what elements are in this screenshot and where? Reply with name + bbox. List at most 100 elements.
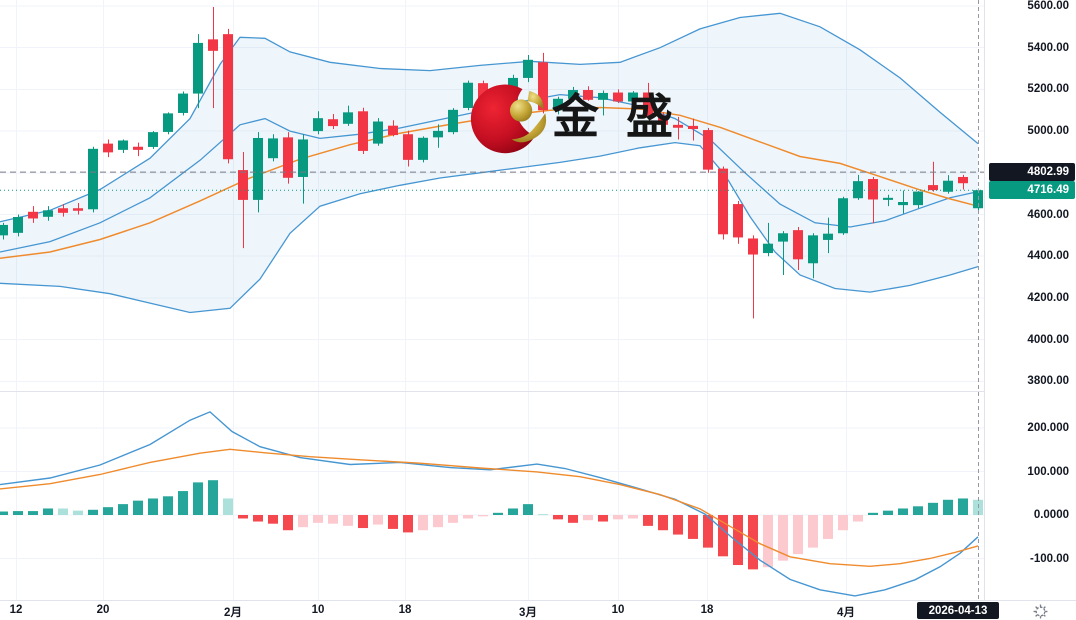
candle-body bbox=[568, 90, 578, 99]
candle-body bbox=[313, 118, 323, 132]
macd-histogram-bar bbox=[118, 504, 128, 515]
candle-body bbox=[928, 185, 938, 191]
macd-histogram-bar bbox=[0, 511, 8, 515]
candle-body bbox=[838, 198, 848, 234]
macd-histogram-bar bbox=[223, 498, 233, 515]
macd-histogram-bar bbox=[793, 515, 803, 555]
candle-body bbox=[253, 137, 263, 200]
macd-histogram-bar bbox=[898, 508, 908, 515]
chart-canvas[interactable] bbox=[0, 0, 984, 600]
candle-body bbox=[343, 112, 353, 124]
macd-histogram-bar bbox=[163, 496, 173, 515]
candle-body bbox=[58, 208, 68, 213]
price-axis[interactable]: 4802.99 4716.49 5600.00 5400.00 5200.00 500… bbox=[984, 0, 1076, 600]
candle-body bbox=[88, 148, 98, 210]
time-axis[interactable]: 2026-04-13 12 20 2月 10 18 3月 10 18 4月 bbox=[0, 600, 1076, 620]
macd-histogram-bar bbox=[838, 515, 848, 531]
macd-histogram-bar bbox=[73, 510, 83, 515]
candle-body bbox=[823, 233, 833, 240]
price-tick-label: 3800.00 bbox=[1027, 375, 1069, 388]
macd-histogram-bar bbox=[763, 515, 773, 568]
time-tick-label: 3月 bbox=[519, 607, 537, 619]
candle-body bbox=[193, 42, 203, 94]
macd-histogram-bar bbox=[58, 508, 68, 515]
macd-histogram-bar bbox=[238, 515, 248, 519]
candle-body bbox=[793, 230, 803, 260]
candle-body bbox=[148, 132, 158, 147]
candle-body bbox=[103, 143, 113, 153]
candle-body bbox=[553, 98, 563, 111]
candle-body bbox=[268, 138, 278, 159]
candle-body bbox=[673, 124, 683, 128]
macd-histogram-bar bbox=[88, 509, 98, 515]
macd-histogram-bar bbox=[373, 515, 383, 525]
macd-histogram-bar bbox=[928, 502, 938, 515]
candle-body bbox=[118, 140, 128, 150]
candle-body bbox=[358, 111, 368, 151]
time-tick-label: 2月 bbox=[224, 607, 242, 619]
macd-histogram-bar bbox=[388, 515, 398, 529]
candle-body bbox=[853, 181, 863, 199]
candle-body bbox=[283, 137, 293, 178]
macd-histogram-bar bbox=[628, 515, 638, 519]
candle-body bbox=[643, 92, 653, 117]
macd-histogram-bar bbox=[403, 515, 413, 533]
price-tick-label: 4400.00 bbox=[1027, 250, 1069, 263]
candle-body bbox=[943, 180, 953, 192]
candle-body bbox=[0, 224, 8, 236]
macd-histogram-bar bbox=[133, 500, 143, 515]
macd-histogram-bar bbox=[958, 498, 968, 515]
candle-body bbox=[883, 197, 893, 200]
macd-histogram-bar bbox=[508, 508, 518, 515]
moving-average-line bbox=[0, 106, 979, 260]
candle-body bbox=[418, 137, 428, 160]
price-tick-label: 4600.00 bbox=[1027, 208, 1069, 221]
candle-body bbox=[163, 113, 173, 132]
macd-histogram-bar bbox=[43, 508, 53, 515]
chart-pane[interactable] bbox=[0, 0, 984, 600]
candle-body bbox=[538, 62, 548, 111]
macd-histogram-bar bbox=[658, 515, 668, 531]
bollinger-upper-line bbox=[0, 12, 979, 223]
candle-body bbox=[403, 134, 413, 160]
macd-histogram-bar bbox=[13, 511, 23, 515]
macd-histogram-bar bbox=[298, 515, 308, 528]
macd-histogram-bar bbox=[358, 515, 368, 529]
macd-histogram-bar bbox=[148, 498, 158, 515]
bollinger-lower-line bbox=[0, 141, 979, 314]
price-tick-label: 4000.00 bbox=[1027, 333, 1069, 346]
time-tick-label: 4月 bbox=[837, 607, 855, 619]
macd-dea-line bbox=[0, 448, 979, 568]
macd-histogram-bar bbox=[328, 515, 338, 524]
candle-body bbox=[718, 168, 728, 235]
crosshair-date-badge: 2026-04-13 bbox=[917, 602, 999, 619]
macd-histogram-bar bbox=[448, 515, 458, 523]
candle-body bbox=[28, 211, 38, 219]
macd-histogram-bar bbox=[583, 515, 593, 521]
candle-body bbox=[133, 146, 143, 150]
gear-icon bbox=[1033, 604, 1047, 618]
macd-histogram-bar bbox=[433, 515, 443, 528]
candle-body bbox=[778, 233, 788, 242]
candle-body bbox=[238, 170, 248, 200]
candle-body bbox=[733, 204, 743, 238]
macd-histogram-bar bbox=[193, 482, 203, 515]
macd-histogram-bar bbox=[643, 515, 653, 526]
macd-histogram-bar bbox=[568, 515, 578, 523]
candle-body bbox=[43, 210, 53, 217]
candle-body bbox=[703, 130, 713, 170]
macd-histogram-bar bbox=[883, 510, 893, 515]
candle-body bbox=[463, 82, 473, 108]
macd-histogram-bar bbox=[913, 506, 923, 515]
macd-histogram-bar bbox=[748, 515, 758, 570]
candle-body bbox=[298, 139, 308, 177]
macd-histogram-bar bbox=[478, 515, 488, 517]
candle-body bbox=[598, 92, 608, 100]
candle-body bbox=[373, 121, 383, 144]
candle-body bbox=[478, 83, 488, 100]
macd-histogram-bar bbox=[538, 514, 548, 516]
candle-body bbox=[658, 115, 668, 125]
candle-body bbox=[328, 119, 338, 127]
settings-gear-icon[interactable] bbox=[1031, 602, 1049, 620]
